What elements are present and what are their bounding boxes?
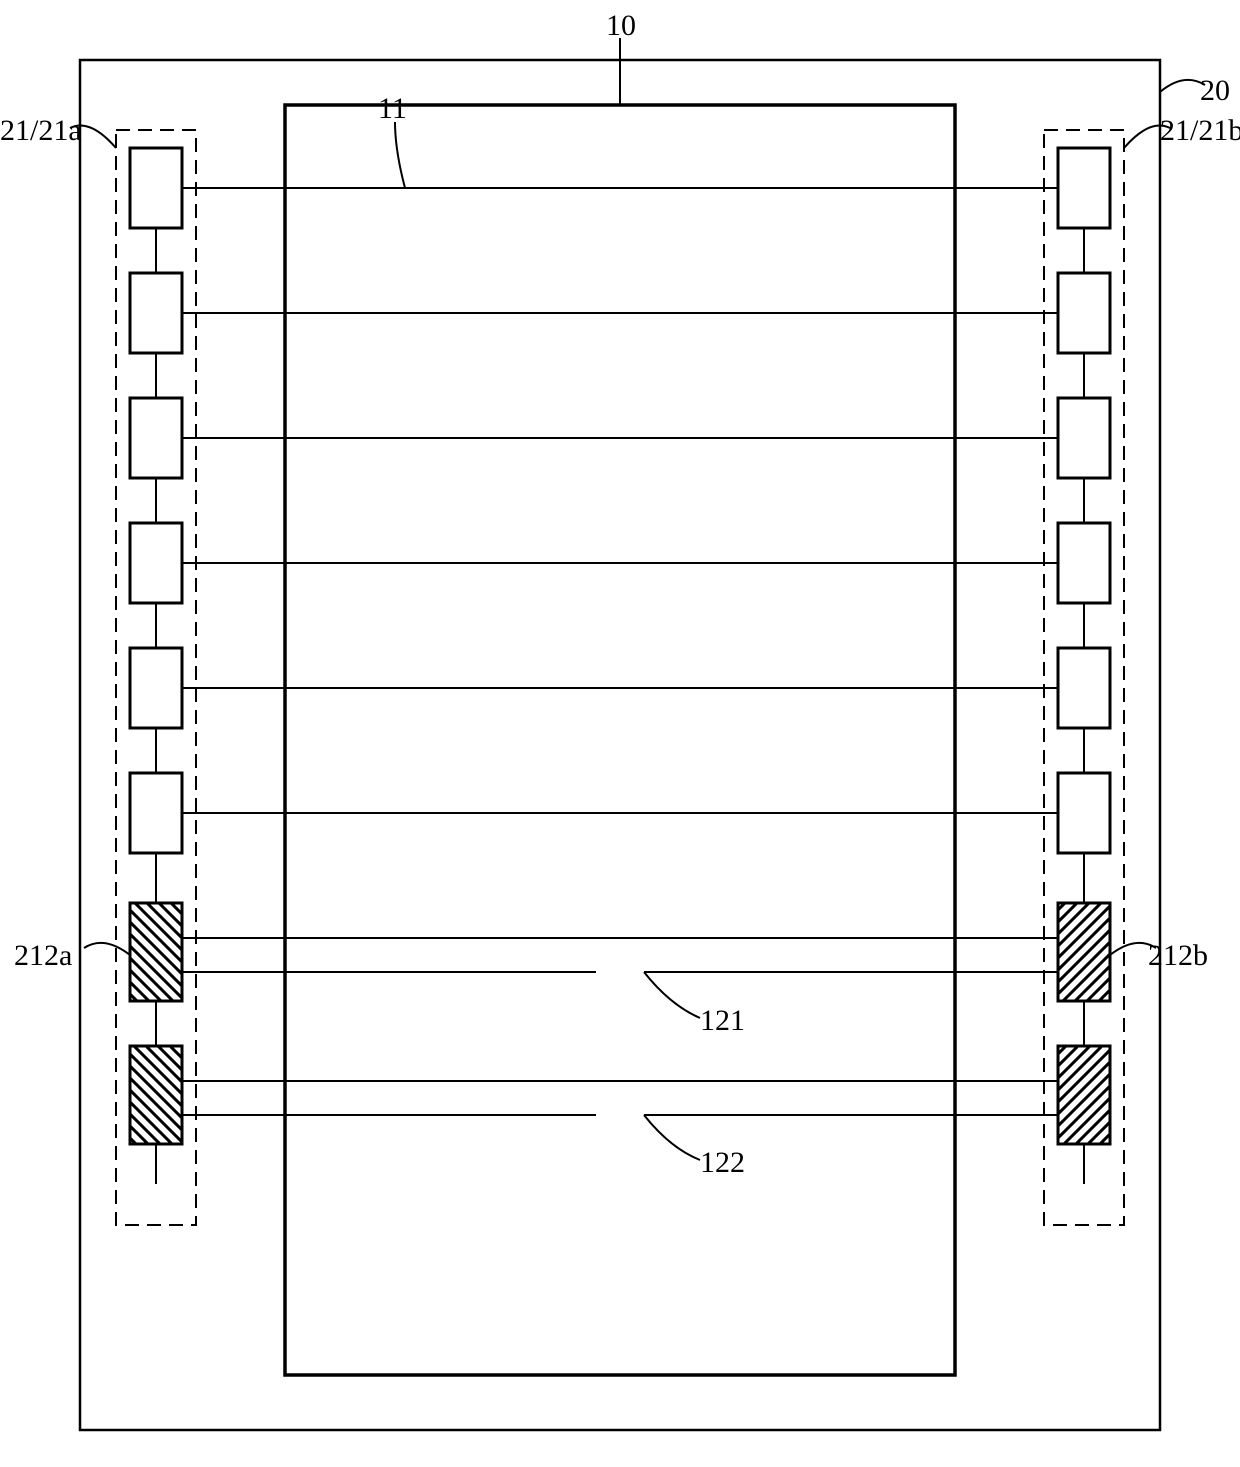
label-10: 10 (606, 9, 636, 42)
right-unit-4 (1058, 648, 1110, 728)
right-unit-3 (1058, 523, 1110, 603)
label-121: 121 (700, 1004, 745, 1037)
inner-panel (285, 105, 955, 1375)
right-unit-2 (1058, 398, 1110, 478)
leader-121 (644, 972, 700, 1018)
label-212b: 212b (1148, 939, 1208, 972)
right-unit-5 (1058, 773, 1110, 853)
label-212a: 212a (14, 939, 72, 972)
leader-212a (84, 943, 130, 955)
left-hatched-unit-0 (130, 903, 182, 1001)
left-unit-3 (130, 523, 182, 603)
outer-panel (80, 60, 1160, 1430)
label-20: 20 (1200, 74, 1230, 107)
right-hatched-unit-0 (1058, 903, 1110, 1001)
label-11: 11 (378, 92, 407, 125)
label-122: 122 (700, 1146, 745, 1179)
label-21b: 21/21b (1160, 114, 1240, 147)
right-unit-0 (1058, 148, 1110, 228)
label-21a: 21/21a (0, 114, 82, 147)
leader-122 (644, 1115, 700, 1160)
right-hatched-unit-1 (1058, 1046, 1110, 1144)
left-unit-4 (130, 648, 182, 728)
leader-11 (395, 122, 405, 188)
left-unit-1 (130, 273, 182, 353)
right-unit-1 (1058, 273, 1110, 353)
diagram-svg: 10 20 21/21a 21/21b 212a 212b 11 121 122 (0, 0, 1240, 1467)
left-unit-5 (130, 773, 182, 853)
left-unit-2 (130, 398, 182, 478)
left-unit-0 (130, 148, 182, 228)
left-hatched-unit-1 (130, 1046, 182, 1144)
leader-20 (1160, 80, 1205, 92)
